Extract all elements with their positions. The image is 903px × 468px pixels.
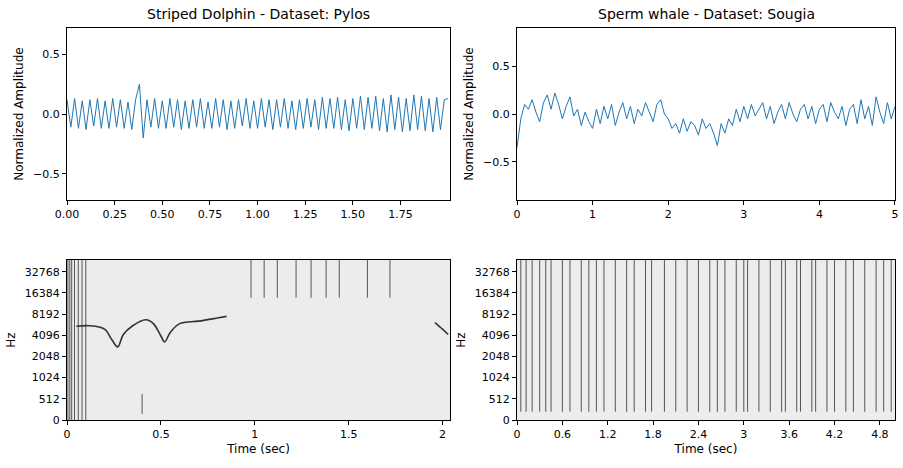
svg-text:2048: 2048 xyxy=(32,350,60,363)
svg-text:512: 512 xyxy=(489,393,510,406)
svg-text:2: 2 xyxy=(439,428,446,441)
svg-text:0.50: 0.50 xyxy=(150,208,175,221)
svg-text:Sperm whale - Dataset: Sougia: Sperm whale - Dataset: Sougia xyxy=(598,6,815,22)
svg-text:2: 2 xyxy=(665,208,672,221)
svg-text:0: 0 xyxy=(514,428,521,441)
svg-text:0: 0 xyxy=(514,208,521,221)
svg-text:1.50: 1.50 xyxy=(341,208,366,221)
svg-text:0.00: 0.00 xyxy=(55,208,80,221)
svg-text:4: 4 xyxy=(816,208,823,221)
svg-text:0.5: 0.5 xyxy=(492,60,510,73)
svg-text:8192: 8192 xyxy=(32,308,60,321)
svg-text:32768: 32768 xyxy=(25,266,60,279)
svg-text:1.8: 1.8 xyxy=(644,428,662,441)
svg-text:−0.5: −0.5 xyxy=(483,156,510,169)
svg-text:0: 0 xyxy=(503,414,510,427)
svg-text:Time (sec): Time (sec) xyxy=(226,442,290,456)
svg-text:2048: 2048 xyxy=(482,350,510,363)
svg-text:0: 0 xyxy=(64,428,71,441)
svg-text:Normalized Amplitude: Normalized Amplitude xyxy=(462,47,476,180)
svg-text:1.75: 1.75 xyxy=(388,208,413,221)
svg-text:4096: 4096 xyxy=(32,329,60,342)
svg-text:5: 5 xyxy=(891,208,898,221)
svg-text:4.8: 4.8 xyxy=(871,428,889,441)
svg-text:16384: 16384 xyxy=(475,287,510,300)
svg-text:1.00: 1.00 xyxy=(245,208,270,221)
svg-text:512: 512 xyxy=(39,393,60,406)
svg-text:4.2: 4.2 xyxy=(826,428,844,441)
svg-text:1: 1 xyxy=(251,428,258,441)
svg-text:0.25: 0.25 xyxy=(102,208,127,221)
svg-text:Hz: Hz xyxy=(4,332,18,347)
svg-text:0: 0 xyxy=(53,414,60,427)
svg-text:1.5: 1.5 xyxy=(340,428,358,441)
svg-text:0.75: 0.75 xyxy=(198,208,223,221)
svg-text:8192: 8192 xyxy=(482,308,510,321)
svg-text:1: 1 xyxy=(589,208,596,221)
svg-text:0.5: 0.5 xyxy=(152,428,170,441)
svg-text:2.4: 2.4 xyxy=(690,428,708,441)
svg-text:3.6: 3.6 xyxy=(780,428,798,441)
svg-text:0.0: 0.0 xyxy=(42,108,60,121)
svg-text:Normalized Amplitude: Normalized Amplitude xyxy=(12,47,26,180)
svg-text:Hz: Hz xyxy=(454,332,468,347)
svg-text:1024: 1024 xyxy=(32,371,60,384)
svg-text:1.25: 1.25 xyxy=(293,208,318,221)
svg-text:Striped Dolphin - Dataset: Pyl: Striped Dolphin - Dataset: Pylos xyxy=(147,6,370,22)
svg-text:Time (sec): Time (sec) xyxy=(674,442,738,456)
svg-text:0.0: 0.0 xyxy=(492,108,510,121)
svg-text:1024: 1024 xyxy=(482,371,510,384)
svg-text:−0.5: −0.5 xyxy=(33,168,60,181)
svg-text:0.5: 0.5 xyxy=(42,48,60,61)
svg-text:3: 3 xyxy=(740,208,747,221)
svg-text:0.6: 0.6 xyxy=(554,428,572,441)
svg-text:16384: 16384 xyxy=(25,287,60,300)
svg-text:32768: 32768 xyxy=(475,266,510,279)
svg-text:1.2: 1.2 xyxy=(599,428,617,441)
svg-text:4096: 4096 xyxy=(482,329,510,342)
svg-text:3: 3 xyxy=(740,428,747,441)
